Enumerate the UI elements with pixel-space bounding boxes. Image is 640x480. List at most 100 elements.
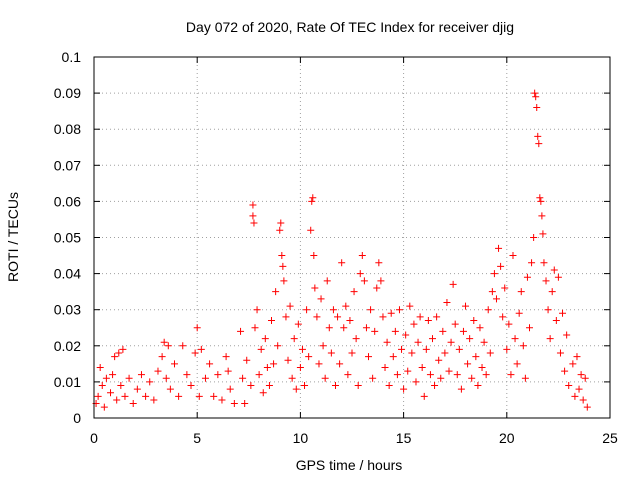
data-point [581,374,589,382]
data-point [344,371,352,379]
data-point [107,389,115,397]
data-point [179,342,187,350]
data-point [532,93,540,101]
data-point [284,356,292,364]
data-point [321,374,329,382]
data-point [125,374,133,382]
data-point [346,317,354,325]
data-point [338,259,346,267]
data-point [175,392,183,400]
data-point [317,295,325,303]
data-point [431,382,439,390]
data-point [329,306,337,314]
data-point [530,234,538,241]
data-point [268,317,276,325]
data-point [418,363,426,371]
data-point [371,327,379,335]
data-point [263,363,271,371]
data-point [404,367,412,375]
data-point [482,371,490,379]
data-point [490,270,498,278]
y-tick-labels: 0 0.01 0.02 0.03 0.04 0.05 0.06 0.07 0.08 0.09 0.1 [54,49,81,426]
data-point [206,360,214,368]
data-point [437,374,445,382]
data-point [575,385,583,393]
data-point [400,385,408,393]
data-point [255,371,263,379]
data-point [406,302,414,310]
data-point [250,219,258,227]
data-point [164,342,172,350]
data-point [470,317,478,325]
data-point [270,360,278,368]
data-point [166,385,174,393]
data-point [544,306,552,314]
y-tick-label: 0.1 [62,49,82,65]
data-point [241,400,249,408]
data-point [536,194,544,202]
data-point [309,194,317,202]
data-point [102,374,110,382]
data-point [383,338,391,346]
x-tick-label: 5 [193,430,201,446]
data-point [272,288,280,296]
y-tick-label: 0.06 [54,193,81,209]
data-point [538,212,546,220]
data-point [474,382,482,390]
data-point [457,385,465,393]
data-point [528,259,536,267]
data-point [340,324,348,332]
data-point [410,320,418,328]
data-point [276,226,284,234]
data-point [385,382,393,390]
data-point [197,345,205,353]
data-point [492,295,500,303]
data-point [191,349,199,357]
data-point [511,335,519,343]
data-point [523,273,531,281]
x-axis-label: GPS time / hours [296,457,403,473]
data-point [360,277,368,285]
data-point [391,327,399,335]
data-point [310,252,318,260]
data-point [239,374,247,382]
data-point [365,353,373,361]
data-point [226,385,234,393]
data-point [443,298,451,306]
data-point [308,197,316,205]
data-point [249,201,257,209]
data-point [398,345,406,353]
y-tick-label: 0.05 [54,230,81,246]
data-point [449,280,457,288]
data-point [577,371,585,379]
data-point [319,342,327,350]
data-point [537,197,545,205]
data-point [395,306,403,314]
data-point [476,324,484,332]
data-point [416,313,424,321]
x-tick-label: 20 [499,430,515,446]
data-point [569,360,577,368]
data-point [133,385,141,393]
data-point [548,288,556,296]
data-point [462,302,470,310]
data-point [571,392,579,400]
data-point [342,302,350,310]
y-tick-label: 0.08 [54,121,81,137]
data-point [563,331,571,339]
data-point [393,371,401,379]
data-point [501,284,509,292]
data-point [288,374,296,382]
data-point [539,230,547,238]
data-point [358,252,366,260]
axis-ticks [93,56,611,419]
data-point [451,320,459,328]
data-point [488,288,496,296]
data-point [243,356,251,364]
data-point [327,349,335,357]
x-tick-label: 15 [396,430,412,446]
data-point [183,371,191,379]
grid-lines [94,57,610,418]
data-point [486,349,494,357]
data-point [509,252,517,260]
